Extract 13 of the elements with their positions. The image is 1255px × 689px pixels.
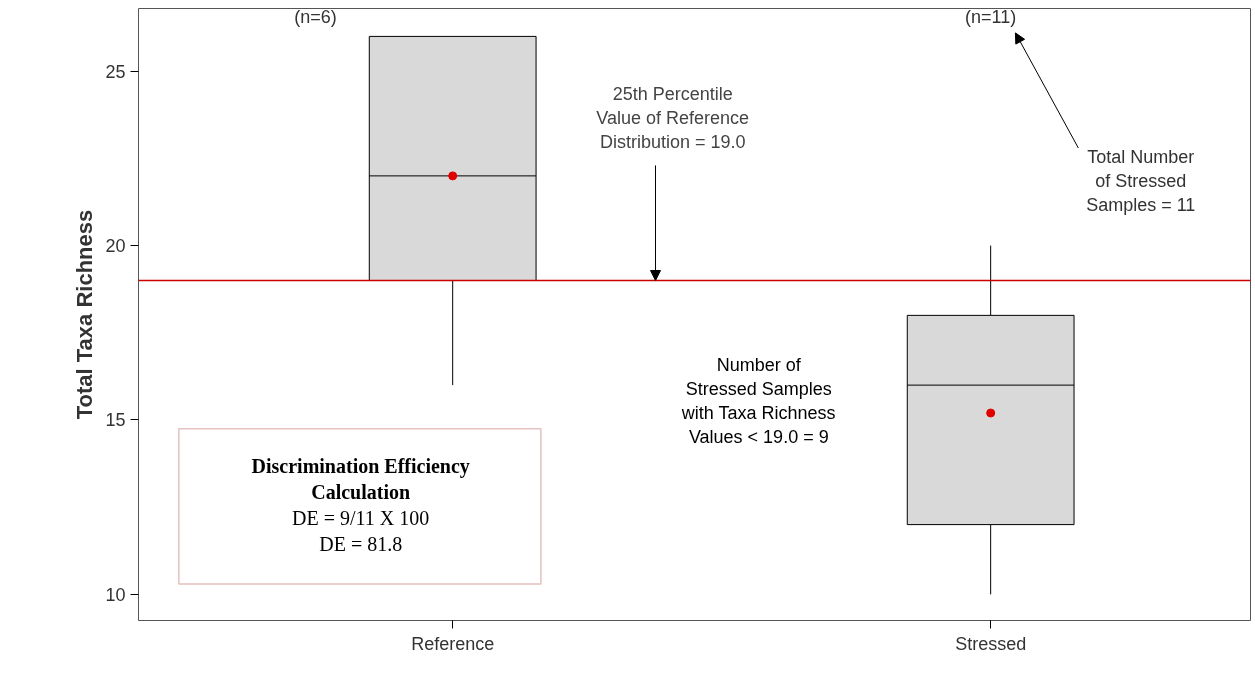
y-tick-label: 10	[105, 584, 126, 605]
annotation: (n=6)	[294, 7, 337, 28]
x-tick-label: Reference	[411, 633, 495, 654]
annotation: Number of Stressed Samples with Taxa Richness Values < 19.0 = 9	[680, 354, 836, 447]
y-tick-label: 25	[105, 61, 126, 82]
annotation: Discrimination Efficiency Calculation DE = 9/11 X 100 DE = 81.8	[251, 455, 470, 556]
annotation: (n=11)	[965, 7, 1017, 28]
y-axis-title: Total Taxa Richness	[72, 209, 98, 420]
y-tick-label: 20	[105, 236, 126, 257]
ref-line-label: 25th Percentile Value of Reference Distribution = 19.0	[596, 84, 750, 153]
x-tick-label: Stressed	[955, 633, 1027, 654]
y-tick-label: 15	[105, 410, 126, 431]
annotation: Total Number of Stressed Samples = 11	[1086, 147, 1196, 216]
